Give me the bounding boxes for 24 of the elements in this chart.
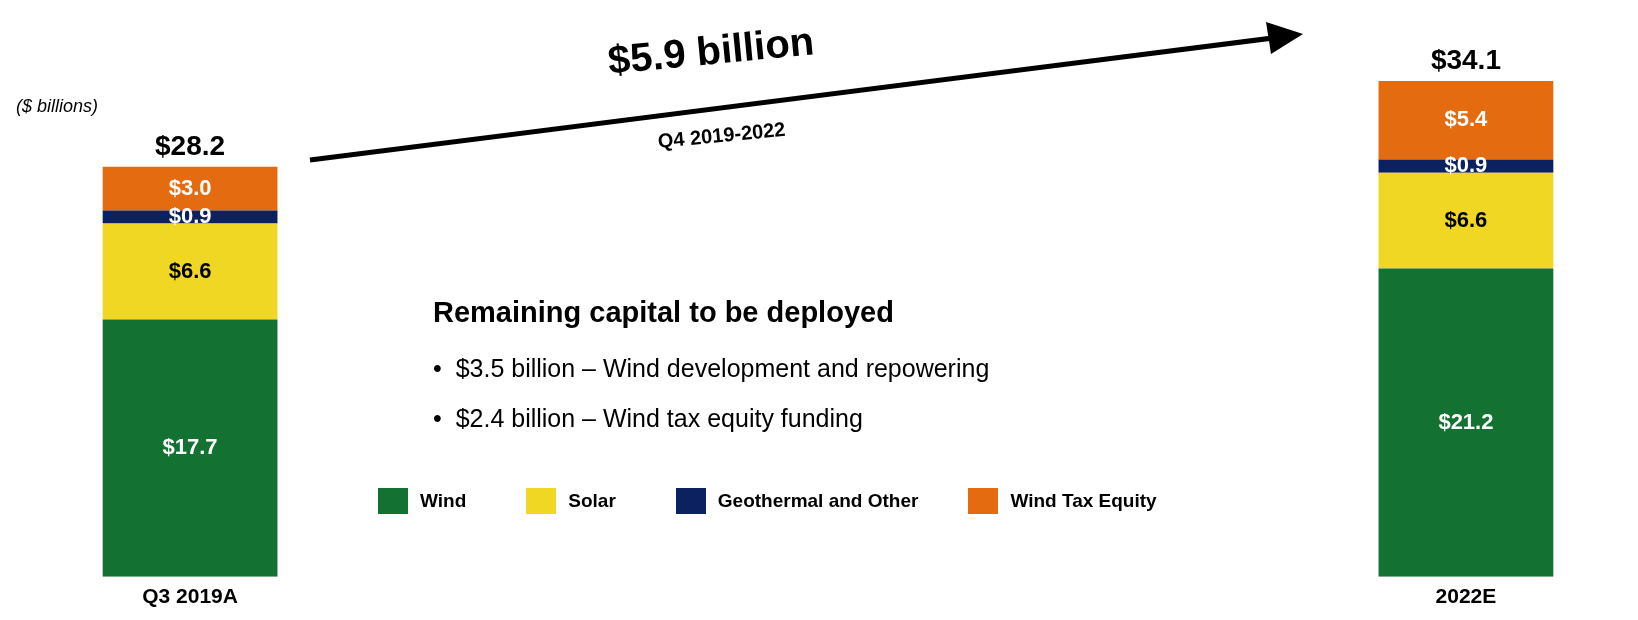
total-label: $34.1 (1430, 43, 1501, 75)
legend-label: Solar (568, 490, 616, 512)
x-tick-label: 2022E (1435, 584, 1497, 608)
annotation: Remaining capital to be deployed (433, 296, 894, 328)
data-label: $3.0 (168, 174, 212, 200)
data-label: $6.6 (168, 257, 212, 283)
legend-label: Wind (420, 490, 467, 512)
legend-label: Wind Tax Equity (1010, 490, 1157, 512)
data-label: $0.9 (168, 203, 212, 229)
x-tick-label: Q3 2019A (142, 584, 238, 608)
legend-label: Geothermal and Other (717, 490, 919, 512)
data-label: $21.2 (1438, 408, 1494, 434)
data-label: $17.7 (162, 434, 218, 460)
data-label: $6.6 (1444, 206, 1488, 232)
annotation: • $2.4 billion – Wind tax equity funding (433, 404, 863, 432)
annotation: $5.9 billion (605, 18, 816, 82)
data-label: $0.9 (1444, 152, 1488, 178)
annotation: • $3.5 billion – Wind development and repowering (433, 354, 990, 382)
annotation: ($ billions) (16, 96, 99, 116)
total-label: $28.2 (155, 129, 226, 161)
annotation: Q4 2019-2022 (656, 117, 787, 152)
bar (102, 319, 278, 577)
data-label: $5.4 (1444, 106, 1489, 132)
bar (1378, 268, 1554, 577)
